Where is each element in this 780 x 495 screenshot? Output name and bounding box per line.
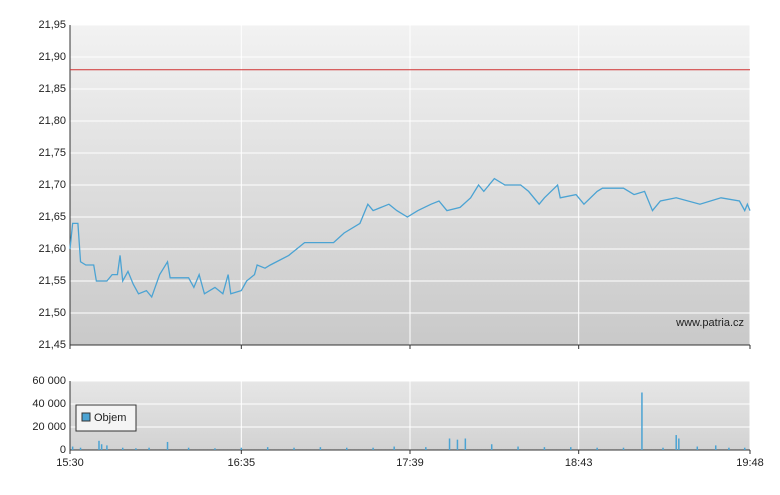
- volume-bar: [714, 445, 717, 450]
- y-tick-label: 0: [60, 444, 66, 456]
- volume-bar: [678, 438, 680, 450]
- y-tick-label: 60 000: [32, 375, 66, 387]
- x-tick-label: 16:35: [228, 457, 256, 469]
- volume-bar: [456, 439, 459, 450]
- volume-bar: [641, 392, 643, 450]
- y-tick-label: 21,50: [38, 307, 66, 319]
- price-line: [69, 177, 751, 299]
- volume-bar: [79, 447, 82, 450]
- x-tick-label: 18:43: [565, 457, 593, 469]
- volume-bar: [266, 447, 269, 450]
- y-tick-label: 21,70: [38, 179, 66, 191]
- y-tick-label: 21,65: [38, 211, 66, 223]
- y-tick-label: 21,95: [38, 19, 66, 31]
- volume-bar: [596, 447, 598, 450]
- volume-bar: [728, 447, 730, 450]
- volume-bar: [135, 448, 137, 450]
- volume-bar: [570, 447, 572, 450]
- y-tick-label: 21,60: [38, 243, 66, 255]
- volume-bar: [166, 441, 169, 450]
- volume-bar: [148, 447, 150, 450]
- watermark: www.patria.cz: [675, 317, 744, 329]
- legend-swatch: [81, 412, 91, 422]
- volume-bar: [696, 446, 699, 450]
- volume-bar: [106, 445, 108, 450]
- legend-label: Objem: [94, 412, 126, 424]
- y-tick-label: 21,80: [38, 115, 66, 127]
- volume-bar: [448, 438, 451, 450]
- volume-bar: [319, 447, 322, 450]
- volume-bar: [464, 438, 467, 450]
- volume-bar: [214, 448, 216, 450]
- legend: Objem: [75, 404, 137, 432]
- volume-bar: [100, 444, 103, 450]
- volume-bar: [490, 444, 493, 450]
- volume-bar: [543, 447, 546, 450]
- x-tick-label: 19:48: [736, 457, 764, 469]
- y-tick-label: 21,85: [38, 83, 66, 95]
- y-tick-label: 21,55: [38, 275, 66, 287]
- volume-bar: [372, 447, 374, 450]
- volume-bar: [393, 446, 395, 450]
- y-tick-label: 21,90: [38, 51, 66, 63]
- volume-bar: [187, 447, 190, 450]
- volume-bar: [675, 435, 677, 450]
- volume-bar: [71, 446, 74, 450]
- volume-bar: [662, 447, 664, 450]
- volume-bar: [293, 447, 295, 450]
- volume-bar: [240, 447, 243, 450]
- y-tick-label: 20 000: [32, 421, 66, 433]
- volume-bar: [345, 447, 348, 450]
- volume-bar: [121, 447, 124, 450]
- volume-bar: [425, 447, 427, 450]
- volume-bar: [98, 440, 100, 450]
- volume-bar: [622, 447, 625, 450]
- volume-bar: [743, 447, 746, 450]
- y-tick-label: 21,45: [38, 339, 66, 351]
- volume-bar: [517, 446, 519, 450]
- y-tick-label: 40 000: [32, 398, 66, 410]
- y-tick-label: 21,75: [38, 147, 66, 159]
- x-tick-label: 15:30: [56, 457, 84, 469]
- x-tick-label: 17:39: [396, 457, 424, 469]
